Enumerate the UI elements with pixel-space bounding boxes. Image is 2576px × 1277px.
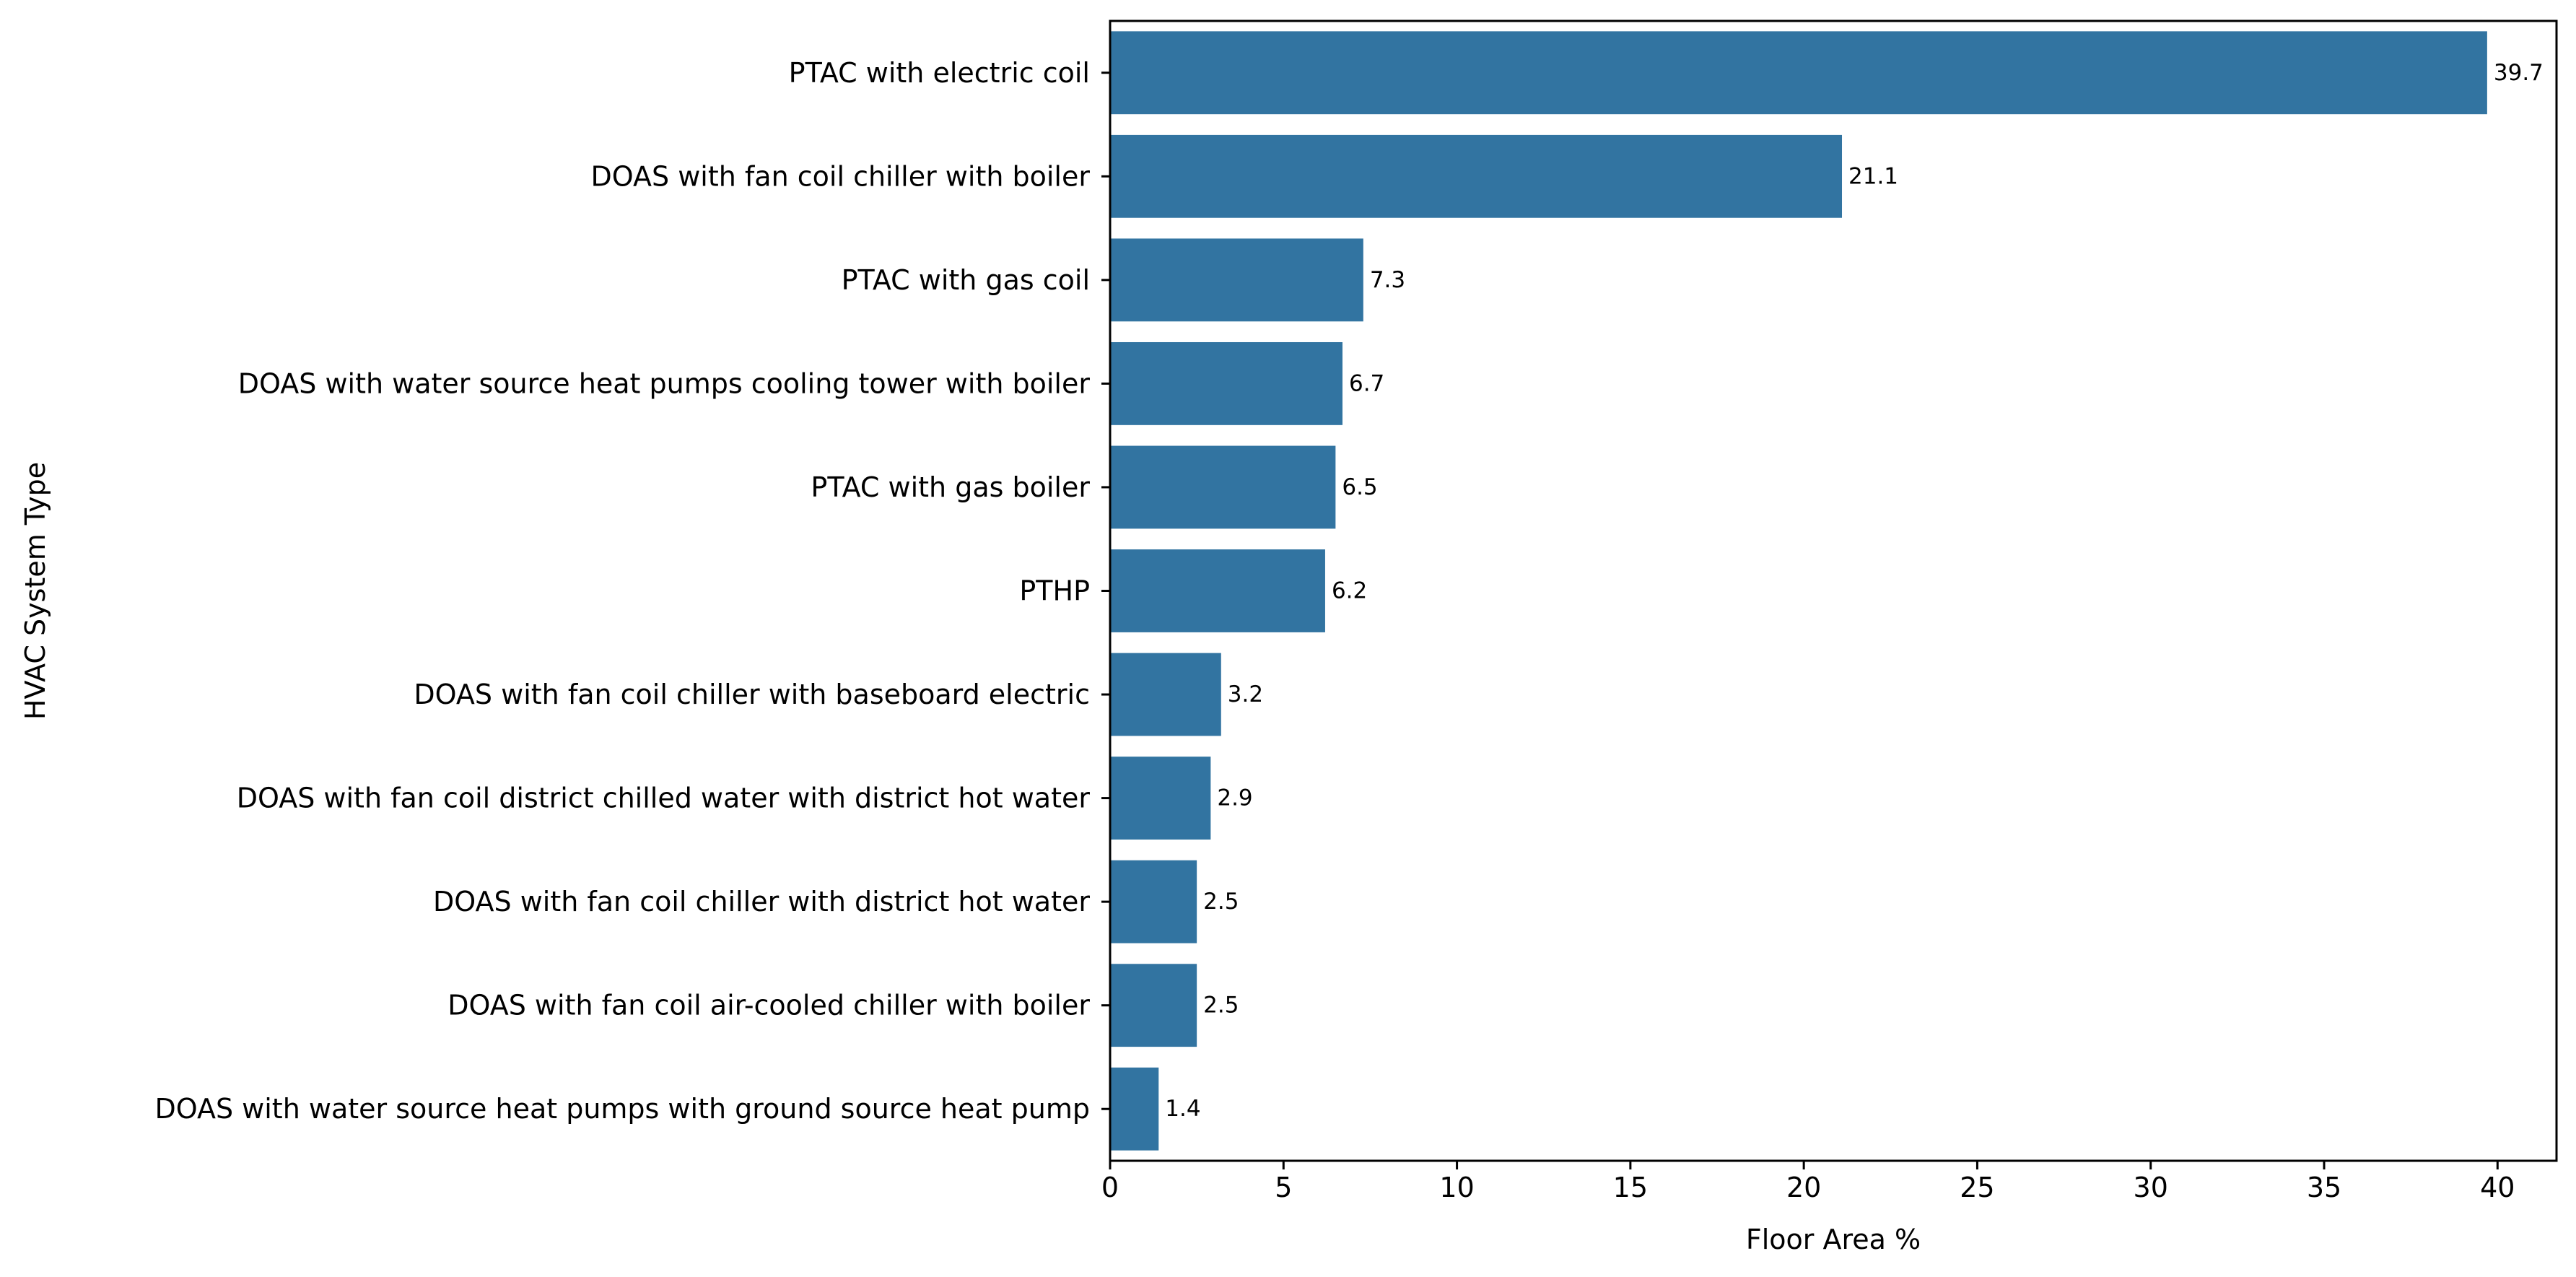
data-label: 6.2	[1332, 578, 1367, 604]
plot-frame	[1109, 19, 2558, 1162]
data-label: 2.9	[1217, 785, 1252, 811]
bar	[1110, 653, 1221, 736]
category-label: PTAC with gas boiler	[811, 471, 1090, 503]
x-tick-label: 35	[2307, 1172, 2341, 1203]
category-labels: PTAC with electric coil DOAS with fan coi…	[154, 57, 1110, 1125]
category-label: DOAS with fan coil air-cooled chiller wi…	[447, 990, 1090, 1021]
x-axis-title: Floor Area %	[1746, 1224, 1921, 1255]
category-label: PTAC with gas coil	[842, 264, 1090, 296]
bar	[1110, 134, 1843, 218]
x-tick-label: 10	[1439, 1172, 1474, 1203]
bar	[1110, 341, 1342, 425]
data-label: 21.1	[1848, 163, 1898, 189]
data-label: 6.5	[1342, 474, 1377, 500]
bar	[1110, 860, 1197, 943]
category-label: DOAS with fan coil chiller with baseboar…	[414, 679, 1090, 710]
bar	[1110, 757, 1211, 840]
bar	[1110, 31, 2487, 115]
category-label: PTAC with electric coil	[789, 57, 1090, 89]
bars-group	[1110, 31, 2487, 1151]
bar	[1110, 549, 1325, 632]
bar	[1110, 445, 1336, 529]
x-tick-label: 40	[2480, 1172, 2515, 1203]
data-label: 6.7	[1349, 370, 1384, 396]
category-label: DOAS with water source heat pumps coolin…	[238, 367, 1091, 399]
category-label: DOAS with water source heat pumps with g…	[154, 1093, 1090, 1125]
category-label: DOAS with fan coil chiller with boiler	[591, 160, 1091, 192]
data-label: 39.7	[2494, 60, 2544, 86]
x-tick-label: 25	[1960, 1172, 1994, 1203]
category-label: PTHP	[1019, 575, 1090, 607]
x-tick-label: 30	[2134, 1172, 2168, 1203]
x-tick-label: 5	[1275, 1172, 1292, 1203]
data-label: 2.5	[1203, 993, 1239, 1019]
bar	[1110, 238, 1363, 322]
x-axis-ticks: 0 5 10 15 20 25 30 35 40	[1101, 1161, 2515, 1203]
data-label: 1.4	[1165, 1096, 1200, 1122]
data-label: 2.5	[1203, 889, 1239, 915]
bar	[1110, 964, 1197, 1047]
x-tick-label: 20	[1786, 1172, 1821, 1203]
y-axis-title: HVAC System Type	[19, 462, 51, 720]
value-labels: 39.7 21.1 7.3 6.7 6.5 6.2 3.2 2.9 2.5 2.5 1.4	[1165, 60, 2544, 1122]
x-tick-label: 15	[1613, 1172, 1648, 1203]
data-label: 3.2	[1228, 681, 1263, 707]
x-tick-label: 0	[1101, 1172, 1119, 1203]
data-label: 7.3	[1370, 267, 1405, 293]
category-label: DOAS with fan coil district chilled wate…	[237, 783, 1091, 814]
bar	[1110, 1067, 1159, 1151]
category-label: DOAS with fan coil chiller with district…	[433, 886, 1090, 918]
